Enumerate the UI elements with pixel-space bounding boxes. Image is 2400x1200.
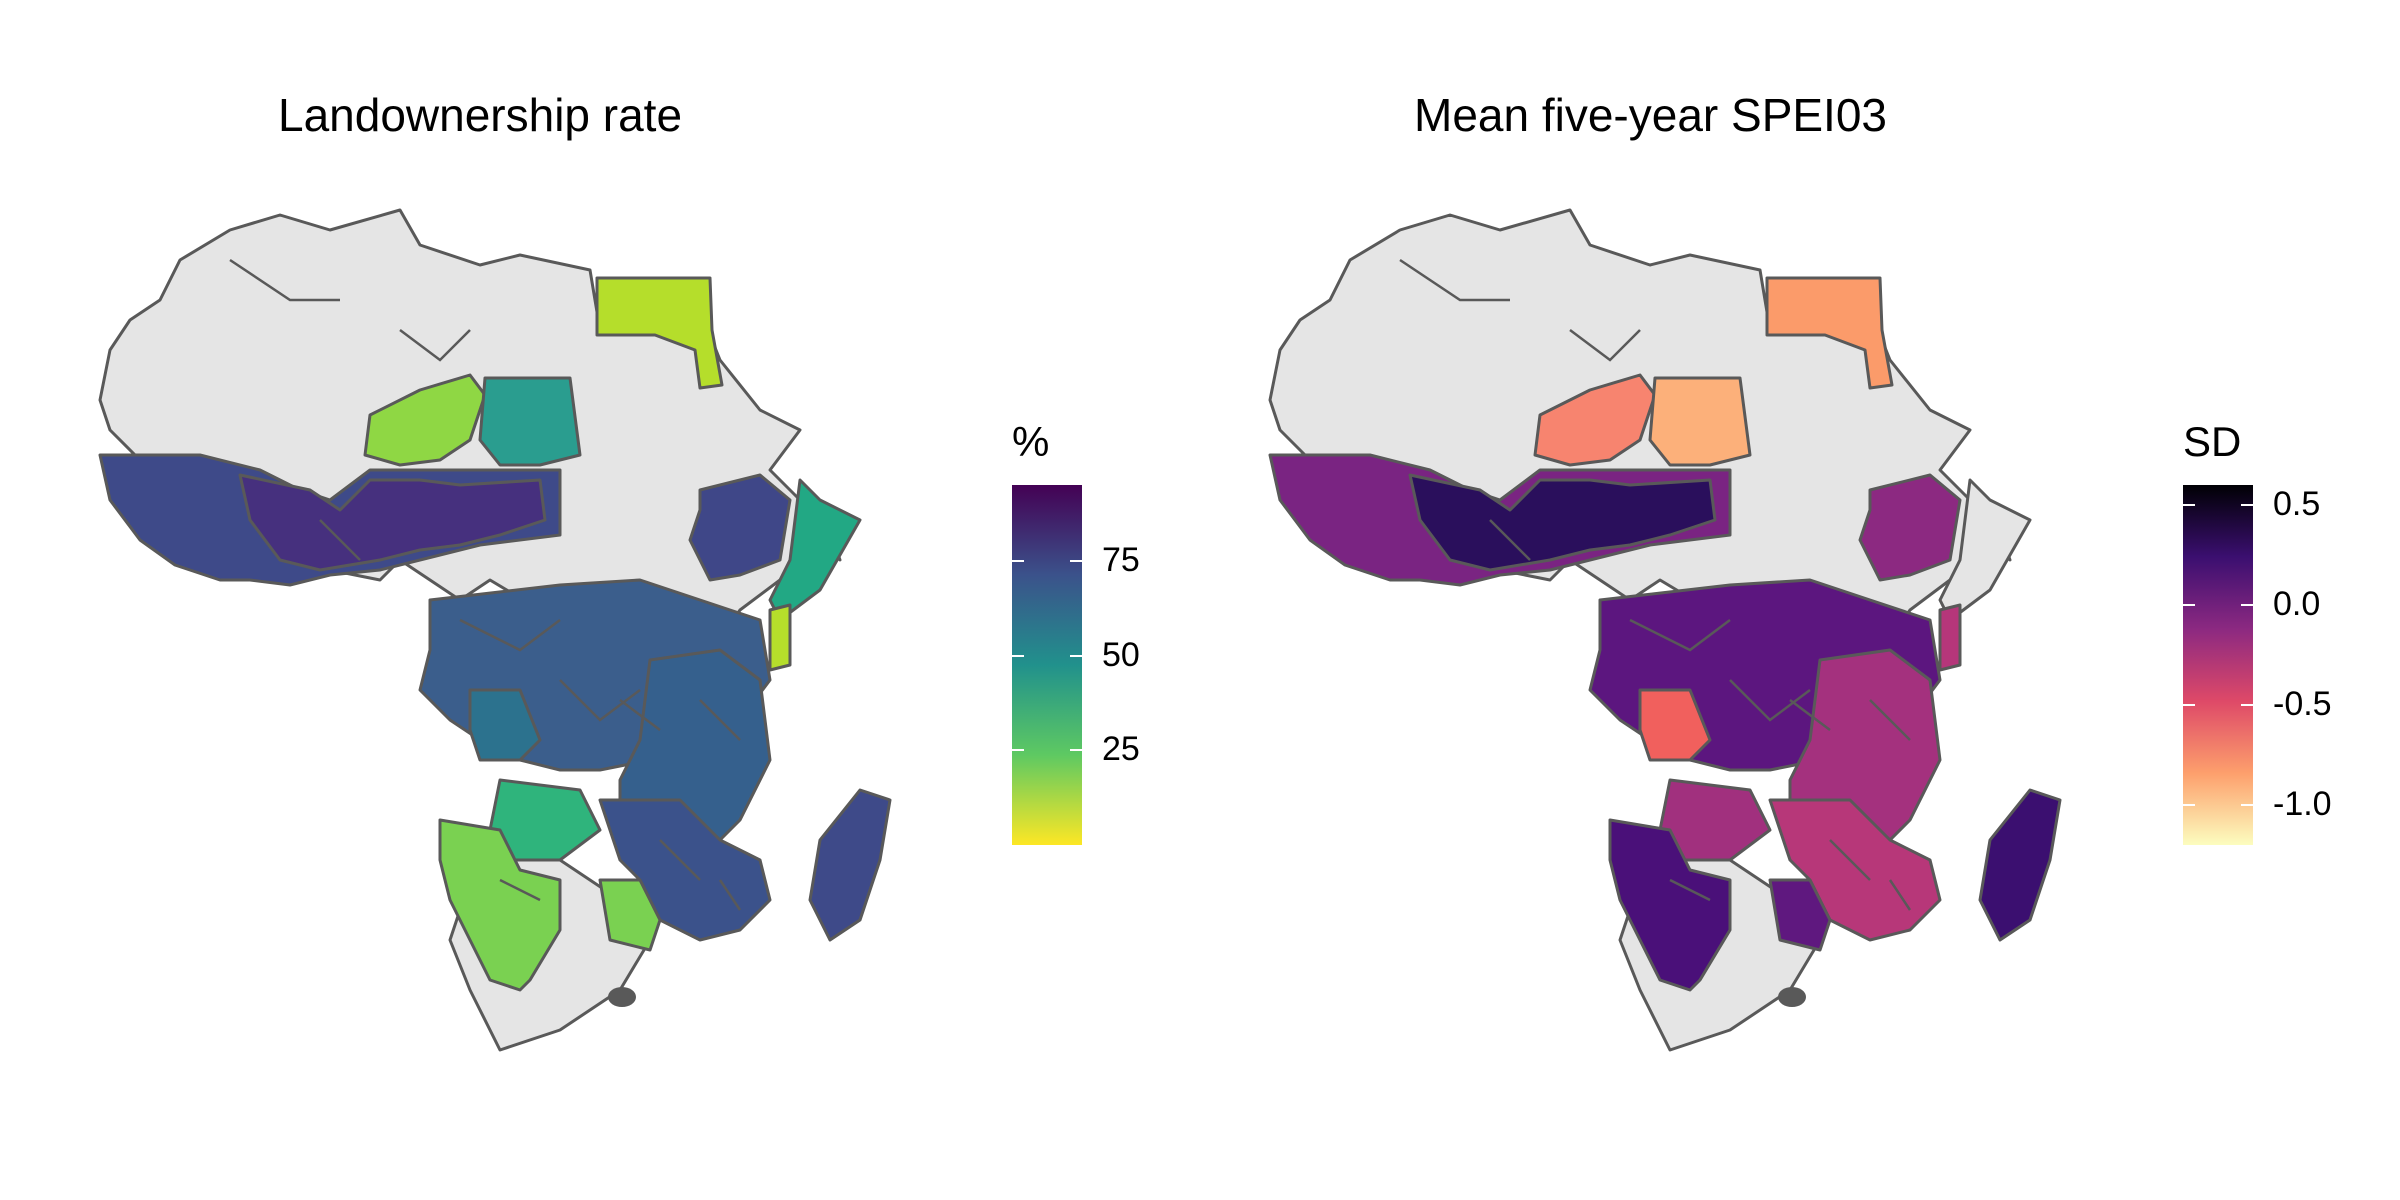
- region-madagascar: [808, 788, 892, 942]
- legend-tick-label: 0.5: [2273, 485, 2321, 523]
- region-sahel-dark: [238, 473, 547, 572]
- region-sahel-dark: [1408, 473, 1717, 572]
- legend-title: %: [1012, 418, 1050, 465]
- admin-boundary: [399, 329, 471, 362]
- region-angola-ne: [468, 688, 542, 762]
- region-kenya-strip: [768, 603, 792, 672]
- legend-tick-mark: [2183, 804, 2195, 806]
- region-ethiopia: [688, 473, 792, 582]
- legend-tick-label: -1.0: [2273, 785, 2332, 823]
- africa-choropleth-map: [98, 208, 892, 1052]
- legend-tick-mark: [2183, 704, 2195, 706]
- admin-boundary: [619, 699, 661, 731]
- admin-boundary: [559, 679, 641, 722]
- legend-tick-mark: [1012, 559, 1024, 562]
- map-panel-spei: Mean five-year SPEI03 SD 0.5 0.0 -0.5 -1.0: [1170, 0, 2370, 1200]
- map-title: Mean five-year SPEI03: [1414, 89, 1888, 141]
- lesotho-shape: [1778, 987, 1806, 1007]
- map-title: Landownership rate: [278, 89, 683, 141]
- region-chad: [478, 376, 582, 467]
- admin-boundary: [499, 878, 541, 902]
- admin-boundary: [229, 258, 340, 302]
- legend-tick-label: 25: [1102, 730, 1140, 769]
- admin-boundary: [1869, 699, 1911, 741]
- admin-boundary: [1399, 258, 1510, 302]
- region-kenya-strip: [1938, 603, 1962, 672]
- legend-tick-mark: [2241, 604, 2253, 606]
- region-namibia: [438, 818, 562, 992]
- admin-boundary: [319, 519, 361, 561]
- legend-tick-label: 0.0: [2273, 585, 2321, 623]
- region-niger: [1533, 373, 1657, 467]
- legend-tick-mark: [1070, 559, 1082, 562]
- legend-tick-mark: [2183, 504, 2195, 506]
- region-botswana-s: [598, 878, 662, 952]
- africa-choropleth-map: [1268, 208, 2062, 1052]
- admin-boundary: [1888, 879, 1912, 911]
- region-southeast: [1768, 798, 1942, 942]
- legend-tick-mark: [2241, 704, 2253, 706]
- region-angola-ne: [1638, 688, 1712, 762]
- admin-boundary: [1729, 679, 1811, 722]
- legend-tick-mark: [2183, 604, 2195, 606]
- admin-boundary: [1789, 699, 1831, 731]
- legend-tick-label: -0.5: [2273, 685, 2332, 723]
- region-somalia: [1938, 478, 2032, 622]
- legend-tick-mark: [1070, 749, 1082, 752]
- region-madagascar: [1978, 788, 2062, 942]
- admin-boundary: [1629, 618, 1731, 652]
- region-botswana-s: [1768, 878, 1832, 952]
- region-ethiopia: [1858, 473, 1962, 582]
- admin-boundary: [1569, 329, 1641, 362]
- admin-boundary: [699, 699, 741, 741]
- legend-colorbar: [2183, 485, 2253, 845]
- admin-boundary: [1669, 878, 1711, 902]
- legend-tick-label: 50: [1102, 635, 1140, 674]
- legend-tick-mark: [1012, 749, 1024, 752]
- admin-boundary: [1489, 519, 1531, 561]
- region-niger: [363, 373, 487, 467]
- region-southeast: [598, 798, 772, 942]
- region-chad: [1648, 376, 1752, 467]
- region-egypt: [1765, 276, 1894, 390]
- legend-title: SD: [2183, 418, 2242, 465]
- legend-tick-mark: [1012, 654, 1024, 657]
- legend-tick-mark: [2241, 804, 2253, 806]
- region-egypt: [595, 276, 724, 390]
- region-namibia: [1608, 818, 1732, 992]
- admin-boundary: [659, 839, 701, 881]
- admin-boundary: [718, 879, 742, 911]
- legend-tick-label: 75: [1102, 540, 1140, 579]
- lesotho-shape: [608, 987, 636, 1007]
- admin-boundary: [459, 618, 561, 652]
- region-somalia: [768, 478, 862, 622]
- legend-tick-mark: [1070, 654, 1082, 657]
- legend-tick-mark: [2241, 504, 2253, 506]
- admin-boundary: [1829, 839, 1871, 881]
- map-panel-landownership: Landownership rate % 75 50 25: [98, 89, 1140, 1052]
- legend-colorbar: [1012, 485, 1082, 845]
